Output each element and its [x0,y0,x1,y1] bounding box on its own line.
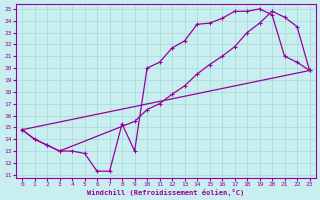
X-axis label: Windchill (Refroidissement éolien,°C): Windchill (Refroidissement éolien,°C) [87,189,244,196]
